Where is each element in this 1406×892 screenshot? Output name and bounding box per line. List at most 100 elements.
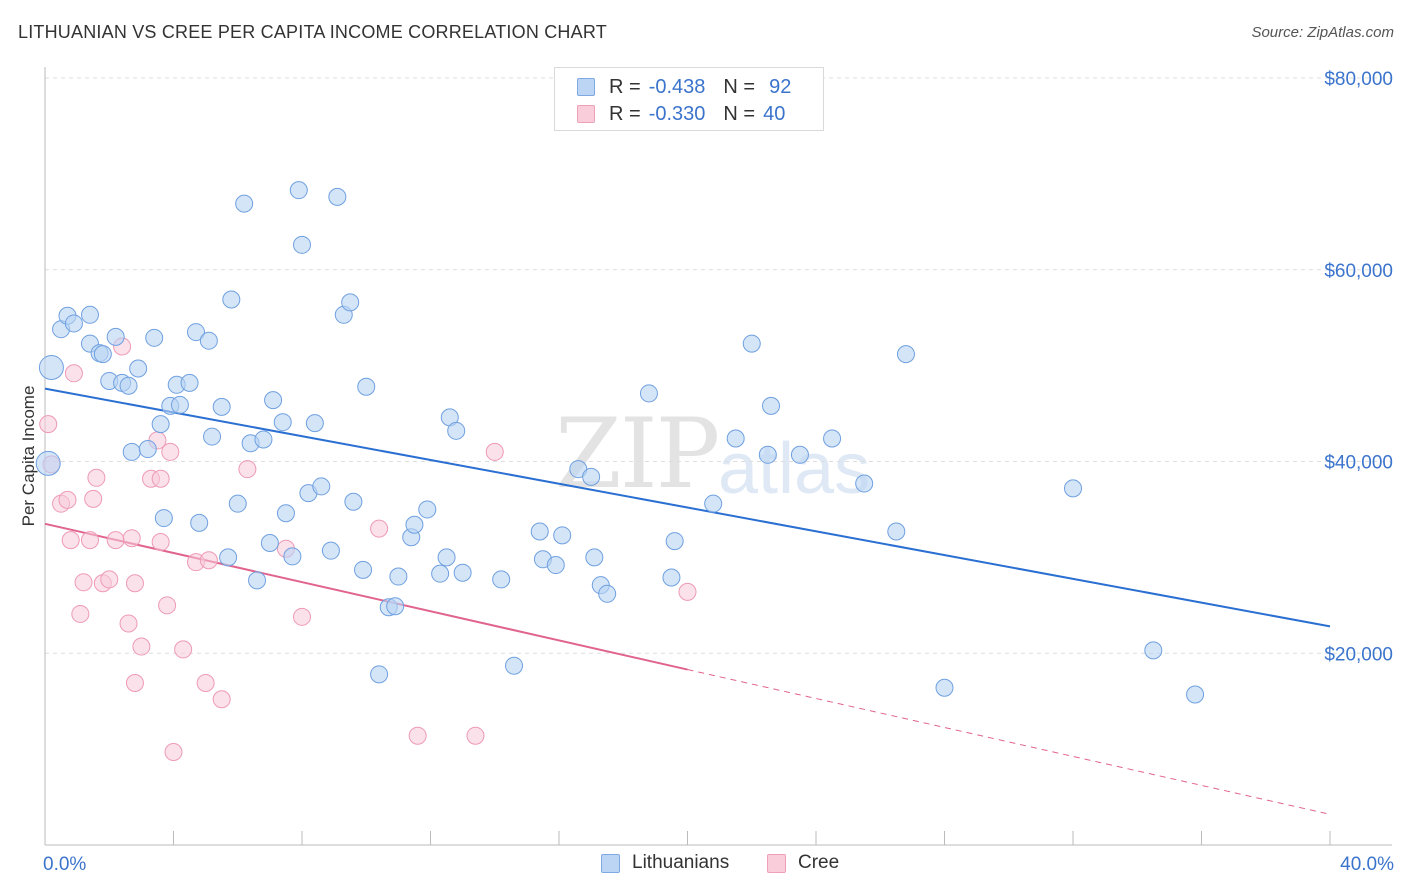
- series-swatch-cree: [767, 853, 786, 873]
- cree-point: [678, 582, 697, 601]
- lithuanian-point: [212, 397, 231, 416]
- lithuanian-point: [199, 331, 218, 350]
- lithuanian-point: [887, 522, 906, 541]
- series-legend-lithuanians[interactable]: Lithuanians: [601, 852, 729, 874]
- lithuanian-point: [321, 541, 340, 560]
- lithuanian-point: [180, 373, 199, 392]
- cree-point: [74, 573, 93, 592]
- cree-point: [196, 673, 215, 692]
- cree-point: [125, 673, 144, 692]
- legend-swatch-lithuanians: [577, 78, 595, 96]
- lithuanian-point: [129, 359, 148, 378]
- cree-point: [485, 442, 504, 461]
- lithuanian-point: [370, 665, 389, 684]
- series-swatch-lithuanians: [601, 853, 620, 873]
- cree-point: [84, 489, 103, 508]
- lithuanian-point: [341, 293, 360, 312]
- lithuanian-point: [106, 327, 125, 346]
- lithuanian-point: [283, 547, 302, 566]
- lithuanian-point: [354, 560, 373, 579]
- lithuanian-point: [273, 413, 292, 432]
- lithuanian-point: [64, 314, 83, 333]
- lithuanian-point: [38, 355, 64, 381]
- axes: [44, 67, 1392, 846]
- lithuanian-point: [248, 571, 267, 590]
- lithuanian-point: [447, 421, 466, 440]
- data-points: [35, 181, 1205, 762]
- lithuanian-point: [222, 290, 241, 309]
- lithuanian-point: [154, 509, 173, 528]
- correlation-legend: R = -0.438 N = 92 R = -0.330 N = 40: [554, 67, 824, 131]
- lithuanian-point: [35, 450, 61, 476]
- chart-source: Source: ZipAtlas.com: [1251, 24, 1394, 41]
- grid-lines: [45, 77, 1392, 654]
- lithuanian-point: [254, 430, 273, 449]
- series-legend-cree[interactable]: Cree: [767, 852, 839, 874]
- cree-point: [39, 415, 58, 434]
- lithuanian-point: [1064, 479, 1082, 498]
- lithuanian-point: [235, 194, 254, 213]
- lithuanian-point: [553, 526, 572, 545]
- lithuanian-point: [119, 376, 138, 395]
- lithuanian-point: [530, 522, 549, 541]
- cree-point: [164, 743, 183, 762]
- lithuanian-point: [145, 328, 164, 347]
- y-tick-label: $40,000: [1324, 453, 1393, 474]
- lithuanian-point: [726, 429, 745, 448]
- lithuanian-point: [228, 494, 247, 513]
- lithuanian-point: [357, 377, 376, 396]
- lithuanian-point: [80, 305, 99, 324]
- cree-point: [161, 442, 180, 461]
- chart-title: LITHUANIAN VS CREE PER CAPITA INCOME COR…: [18, 22, 607, 42]
- lithuanian-point: [431, 564, 450, 583]
- lithuanian-point: [704, 494, 723, 513]
- watermark-zip: ZIP: [555, 398, 720, 510]
- lithuanian-point: [170, 395, 189, 414]
- x-tick-label: 0.0%: [43, 854, 86, 875]
- lithuanian-point: [762, 396, 781, 415]
- lithuanian-point: [823, 429, 842, 448]
- lithuanian-point: [935, 678, 954, 697]
- lithuanian-point: [1144, 641, 1163, 660]
- lithuanian-point: [190, 513, 209, 532]
- lithuanian-point: [665, 532, 684, 551]
- y-axis-title: Per Capita Income: [19, 386, 38, 527]
- cree-point: [106, 531, 125, 550]
- legend-r-label: R =: [609, 102, 641, 125]
- lithuanian-point: [1186, 685, 1205, 704]
- cree-point: [87, 468, 106, 487]
- legend-n-value: 40: [763, 102, 786, 125]
- lithuanian-point: [389, 567, 408, 586]
- legend-row-cree: R = -0.330 N = 40: [577, 101, 785, 127]
- lithuanian-point: [186, 323, 205, 342]
- legend-swatch-cree: [577, 105, 595, 123]
- lithuanian-point: [260, 533, 279, 552]
- legend-n-value: 92: [769, 75, 792, 98]
- lithuanian-point: [289, 181, 308, 200]
- lithuanian-point: [93, 345, 112, 364]
- lithuanian-point: [138, 440, 157, 459]
- cree-point: [132, 637, 151, 656]
- lithuanian-point: [896, 345, 915, 364]
- lithuanian-point: [219, 548, 238, 567]
- y-tick-label: $60,000: [1324, 261, 1393, 282]
- cree-point: [151, 469, 170, 488]
- lithuanian-trend-line: [44, 387, 1331, 628]
- lithuanian-point: [585, 548, 604, 567]
- cree-point: [71, 604, 90, 623]
- lithuanian-point: [405, 515, 424, 534]
- lithuanian-point: [758, 445, 777, 464]
- series-label-lithuanians: Lithuanians: [632, 852, 730, 873]
- cree-trend-extension: [687, 669, 1331, 815]
- cree-point: [174, 640, 193, 659]
- cree-point: [151, 533, 170, 552]
- legend-r-label: R =: [609, 75, 641, 98]
- lithuanian-point: [276, 504, 295, 523]
- lithuanian-point: [598, 584, 617, 603]
- lithuanian-point: [546, 556, 565, 575]
- cree-point: [199, 551, 218, 570]
- lithuanian-point: [742, 334, 761, 353]
- cree-point: [408, 726, 427, 745]
- lithuanian-point: [344, 492, 363, 511]
- lithuanian-point: [305, 414, 324, 433]
